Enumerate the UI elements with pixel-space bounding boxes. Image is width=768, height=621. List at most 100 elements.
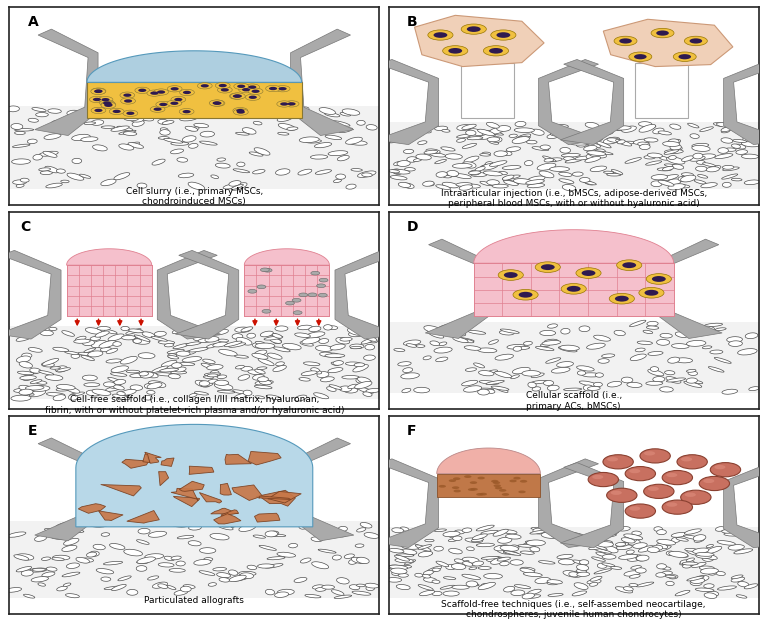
Ellipse shape [106,359,121,363]
Ellipse shape [8,532,26,537]
Ellipse shape [588,386,601,391]
Ellipse shape [666,551,674,555]
Ellipse shape [299,524,308,529]
Ellipse shape [594,383,602,387]
Ellipse shape [475,166,485,171]
Ellipse shape [526,540,545,546]
Ellipse shape [480,165,491,169]
Ellipse shape [618,555,637,560]
Ellipse shape [690,580,702,586]
Ellipse shape [418,545,432,550]
Ellipse shape [164,111,178,116]
Ellipse shape [254,385,272,389]
Polygon shape [35,438,98,541]
Ellipse shape [737,595,747,598]
Ellipse shape [684,36,707,46]
Ellipse shape [561,329,570,334]
Ellipse shape [616,543,629,546]
Ellipse shape [531,373,545,378]
Ellipse shape [533,528,545,534]
Ellipse shape [631,566,641,569]
Ellipse shape [528,176,545,182]
Ellipse shape [577,564,588,571]
Ellipse shape [443,532,460,537]
Polygon shape [254,513,280,522]
Ellipse shape [461,339,474,343]
Ellipse shape [245,84,260,90]
Ellipse shape [504,272,518,278]
Ellipse shape [217,573,230,578]
Polygon shape [256,491,296,506]
Ellipse shape [229,575,247,582]
Ellipse shape [485,130,504,135]
Ellipse shape [152,582,167,588]
Ellipse shape [111,584,126,591]
Ellipse shape [22,570,33,576]
Ellipse shape [523,573,542,577]
Ellipse shape [71,354,80,358]
Polygon shape [122,460,149,468]
Ellipse shape [598,563,607,568]
Ellipse shape [347,328,362,335]
Ellipse shape [255,369,265,374]
Text: Cell-free scaffold (i.e., collagen I/III matrix, hyaluronan,
fibrin, with or wit: Cell-free scaffold (i.e., collagen I/III… [45,395,344,415]
Ellipse shape [614,36,637,46]
Ellipse shape [468,171,481,175]
Ellipse shape [423,578,437,582]
Ellipse shape [565,159,582,163]
Ellipse shape [214,383,233,390]
Ellipse shape [392,528,404,533]
Ellipse shape [657,543,667,549]
Ellipse shape [355,544,364,547]
Ellipse shape [440,585,455,589]
Ellipse shape [119,130,136,134]
Ellipse shape [715,328,726,330]
Ellipse shape [131,117,144,122]
Ellipse shape [124,550,143,556]
Ellipse shape [220,88,229,91]
Ellipse shape [478,371,494,376]
Ellipse shape [644,484,674,499]
Ellipse shape [45,374,63,381]
Ellipse shape [662,471,693,484]
Ellipse shape [293,310,302,314]
Ellipse shape [588,152,607,158]
Ellipse shape [624,534,643,540]
Ellipse shape [118,576,131,581]
Ellipse shape [663,166,674,171]
Ellipse shape [273,339,282,343]
Ellipse shape [266,589,274,595]
Ellipse shape [287,102,296,106]
Ellipse shape [241,366,253,371]
Ellipse shape [207,374,218,377]
Ellipse shape [693,548,709,553]
Ellipse shape [513,347,521,351]
Ellipse shape [639,124,656,132]
Ellipse shape [540,145,551,150]
Polygon shape [101,484,141,496]
Ellipse shape [254,148,270,155]
Ellipse shape [215,83,230,89]
Polygon shape [35,29,98,135]
Ellipse shape [670,144,681,150]
Ellipse shape [403,149,414,153]
Ellipse shape [626,539,641,545]
Ellipse shape [591,557,605,561]
Ellipse shape [325,135,342,140]
Ellipse shape [469,129,483,135]
Ellipse shape [84,383,100,387]
Ellipse shape [134,335,151,342]
Text: Scaffold-free techniques (i.e., self-assembed neocartilage,
chondrospheres, juve: Scaffold-free techniques (i.e., self-ass… [442,600,706,619]
Bar [194,326,379,399]
Ellipse shape [489,161,507,166]
Ellipse shape [143,396,152,400]
Ellipse shape [572,172,583,176]
Ellipse shape [188,541,201,546]
Ellipse shape [501,329,519,333]
Ellipse shape [670,124,681,129]
Ellipse shape [464,156,479,163]
Ellipse shape [170,142,189,145]
Ellipse shape [452,585,469,589]
Ellipse shape [564,388,581,391]
Ellipse shape [318,549,336,553]
